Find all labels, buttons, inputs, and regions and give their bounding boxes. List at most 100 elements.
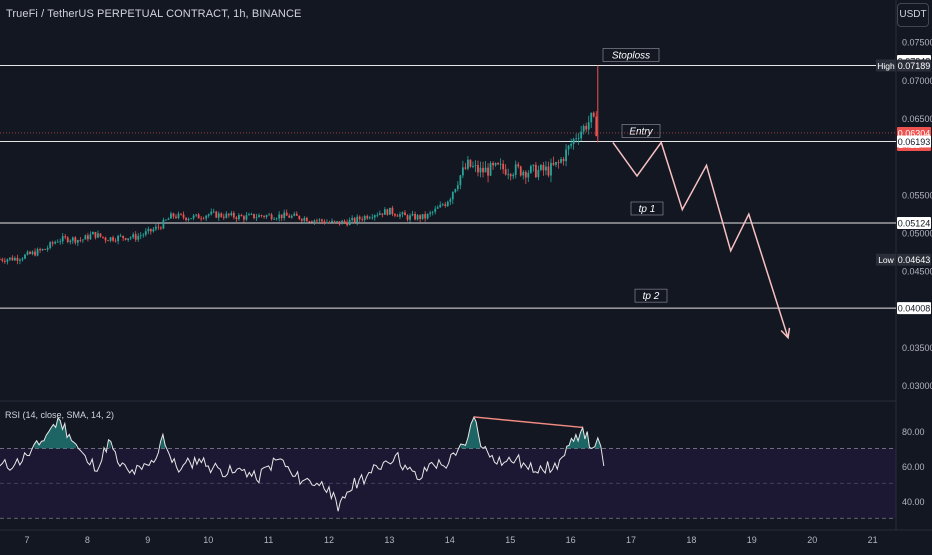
- high-price-tag: High: [877, 61, 895, 71]
- candle-body: [540, 164, 542, 170]
- time-tick-label: 20: [807, 535, 817, 545]
- candle-body: [278, 214, 281, 219]
- candle-body: [414, 213, 416, 220]
- candle-body: [260, 215, 263, 217]
- high-price-box: [897, 59, 931, 72]
- candle-body: [104, 237, 107, 241]
- rsi-overbought-fill: [34, 417, 77, 449]
- projection-arrowhead: [780, 327, 791, 340]
- candle-body: [263, 216, 265, 217]
- candle-body: [587, 122, 590, 130]
- entry-price-box: [897, 135, 931, 148]
- candle-body: [361, 219, 364, 220]
- candle-body: [99, 233, 102, 237]
- time-tick-label: 10: [203, 535, 213, 545]
- candle-body: [41, 249, 44, 251]
- price-tick-label: 0.03500: [902, 343, 932, 353]
- price-tick-label: 0.07000: [902, 76, 932, 86]
- candle-body: [341, 220, 343, 225]
- candle-body: [280, 214, 283, 219]
- candle-body: [293, 213, 296, 216]
- currency-button[interactable]: USDT: [897, 3, 929, 27]
- candle-body: [416, 215, 419, 220]
- candle-body: [185, 217, 187, 221]
- candle-body: [310, 221, 313, 223]
- candle-body: [162, 219, 165, 229]
- candle-body: [207, 214, 210, 216]
- candle-body: [172, 213, 175, 217]
- candle-body: [512, 174, 515, 177]
- price-tick-label: 0.04500: [902, 267, 932, 277]
- candle-body: [298, 215, 301, 220]
- rsi-overbought-fill: [566, 427, 590, 449]
- candle-body: [34, 251, 36, 256]
- candle-body: [552, 162, 555, 165]
- candle-body: [167, 218, 170, 220]
- candle-body: [502, 163, 505, 170]
- candle-body: [316, 220, 318, 222]
- candle-body: [514, 164, 517, 175]
- tp2-label: tp 2: [643, 291, 660, 302]
- candle-body: [386, 209, 389, 215]
- rsi-tick-label: 40.00: [902, 497, 925, 507]
- candle-body: [69, 240, 72, 243]
- candle-body: [572, 138, 575, 145]
- candle-body: [484, 167, 487, 173]
- tp1-label: tp 1: [639, 204, 656, 215]
- candle-body: [197, 214, 200, 219]
- candle-body: [114, 240, 117, 242]
- candle-body: [338, 221, 341, 225]
- candle-body: [318, 219, 321, 221]
- rsi-overbought-fill: [108, 439, 111, 449]
- rsi-overbought-fill: [594, 437, 601, 449]
- time-tick-label: 9: [145, 535, 150, 545]
- candle-body: [255, 217, 258, 219]
- candle-body: [92, 231, 94, 235]
- candle-body: [567, 145, 570, 150]
- candle-body: [336, 221, 338, 223]
- candle-body: [112, 237, 114, 241]
- candle-body: [44, 249, 47, 250]
- candle-body: [190, 218, 192, 220]
- candle-body: [49, 242, 52, 248]
- candle-body: [124, 238, 127, 240]
- candle-body: [492, 163, 494, 166]
- candle-body: [474, 165, 477, 166]
- candle-body: [401, 212, 404, 215]
- candle-body: [144, 231, 147, 235]
- candle-body: [592, 112, 595, 117]
- entry-label-box: [621, 124, 661, 138]
- candle-body: [119, 235, 122, 237]
- candle-body: [248, 214, 250, 216]
- candle-body: [232, 212, 235, 218]
- candle-body: [434, 208, 437, 212]
- candle-body: [529, 165, 532, 173]
- candle-body: [461, 167, 464, 176]
- candle-body: [575, 138, 578, 140]
- candle-body: [351, 217, 354, 221]
- time-tick-label: 15: [505, 535, 515, 545]
- candle-body: [265, 215, 268, 217]
- candle-body: [192, 215, 195, 219]
- candle-body: [245, 215, 248, 220]
- time-tick-label: 16: [566, 535, 576, 545]
- candle-body: [275, 218, 278, 220]
- candle-body: [46, 247, 49, 250]
- price-tick-label: 0.06500: [902, 114, 932, 124]
- candle-body: [270, 214, 273, 220]
- candle-body: [542, 164, 545, 171]
- candle-body: [409, 215, 411, 220]
- candle-body: [371, 217, 374, 219]
- candle-body: [149, 228, 152, 232]
- price-tick-label: 0.05000: [902, 228, 932, 238]
- candle-body: [253, 213, 255, 219]
- candle-body: [303, 217, 306, 221]
- candle-body: [459, 175, 462, 186]
- candle-body: [1, 259, 4, 261]
- candle-body: [285, 212, 288, 216]
- candle-body: [328, 222, 331, 224]
- candle-body: [547, 166, 550, 176]
- candle-body: [368, 217, 371, 219]
